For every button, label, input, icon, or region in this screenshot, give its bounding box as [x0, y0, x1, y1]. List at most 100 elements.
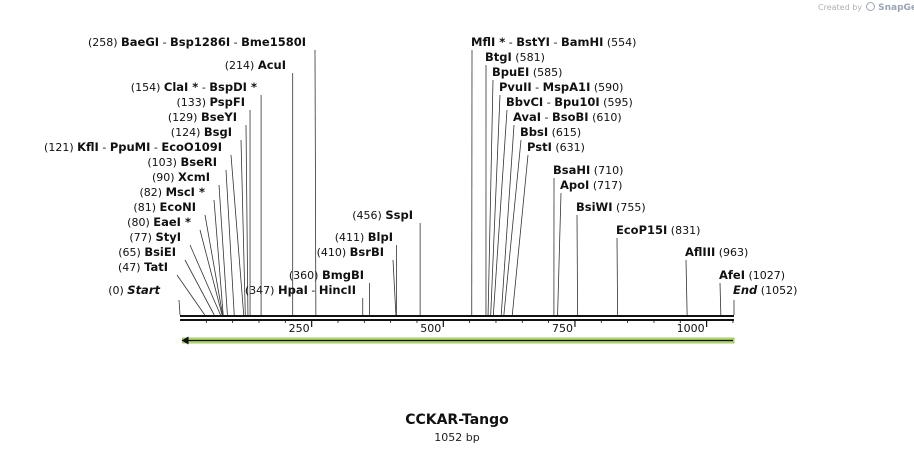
site-position: (631) — [555, 141, 585, 154]
enzyme-label: (47) TatI — [118, 260, 168, 274]
site-position: (554) — [607, 36, 637, 49]
enzyme-name: MscI — [166, 185, 195, 199]
enzyme-name: BbvCI — [506, 95, 543, 109]
site-position: (133) — [176, 96, 206, 109]
enzyme-label: (456) SspI — [352, 208, 413, 222]
enzyme-name: EcoP15I — [616, 223, 667, 237]
site-position: (610) — [592, 111, 622, 124]
site-connector — [685, 259, 688, 316]
enzyme-name: Bpu10I — [554, 95, 599, 109]
enzyme-label: (410) BsrBI — [317, 245, 384, 259]
enzyme-name: BlpI — [368, 230, 393, 244]
site-position: (80) — [127, 216, 150, 229]
site-position: (90) — [152, 171, 175, 184]
site-position: (82) — [139, 186, 162, 199]
site-position: (124) — [171, 126, 201, 139]
enzyme-label: AfeI (1027) — [719, 268, 785, 282]
enzyme-label: PstI (631) — [527, 140, 585, 154]
site-position: (1052) — [761, 284, 798, 297]
site-connector — [492, 109, 508, 316]
site-position: (121) — [44, 141, 74, 154]
site-position: (755) — [616, 201, 646, 214]
enzyme-name: MspA1I — [543, 80, 591, 94]
site-position: (590) — [594, 81, 624, 94]
enzyme-name: BsrBI — [350, 245, 384, 259]
enzyme-name: BsgI — [204, 125, 232, 139]
enzyme-name: PpuMI — [110, 140, 151, 154]
site-position: (0) — [108, 284, 124, 297]
site-connector — [189, 244, 221, 316]
site-connector — [245, 124, 249, 316]
enzyme-name: BbsI — [520, 125, 548, 139]
site-connector — [719, 282, 722, 316]
enzyme-name: BsiEI — [144, 245, 176, 259]
site-connector — [176, 274, 206, 316]
site-connector — [576, 214, 578, 316]
enzyme-name: KflI — [77, 140, 99, 154]
site-connector — [557, 192, 562, 316]
sequence-title: CCKAR-Tango — [405, 412, 509, 428]
site-position: (581) — [515, 51, 545, 64]
enzyme-name: PstI — [527, 140, 552, 154]
enzyme-name: HpaI — [278, 283, 308, 297]
enzyme-name: AvaI — [513, 110, 541, 124]
enzyme-label: (80) EaeI * — [127, 215, 191, 229]
enzyme-label: (77) StyI — [129, 230, 181, 244]
enzyme-name: MflI — [471, 35, 495, 49]
enzyme-label: (103) BseRI — [147, 155, 217, 169]
snapgene-watermark: Created by SnapGene — [818, 2, 914, 13]
enzyme-label: (65) BsiEI — [118, 245, 176, 259]
feature-arrow-head — [181, 336, 189, 345]
enzyme-label: BbsI (615) — [520, 125, 581, 139]
enzyme-name: BtgI — [485, 50, 512, 64]
end-marker: Start — [127, 283, 160, 297]
enzyme-label: BbvCI - Bpu10I (595) — [506, 95, 633, 109]
enzyme-label: End (1052) — [733, 283, 797, 297]
site-position: (77) — [129, 231, 152, 244]
site-position: (81) — [133, 201, 156, 214]
tick-label: 250 — [289, 322, 310, 335]
enzyme-name: BsiWI — [576, 200, 613, 214]
enzyme-label: AvaI - BsoBI (610) — [513, 110, 622, 124]
enzyme-label: (347) HpaI - HincII — [245, 283, 356, 297]
enzyme-name: BmgBI — [322, 268, 364, 282]
site-connector — [225, 169, 235, 316]
site-connector — [240, 139, 246, 316]
enzyme-label: (121) KflI - PpuMI - EcoO109I — [44, 140, 222, 154]
enzyme-label: EcoP15I (831) — [616, 223, 700, 237]
enzyme-label: (129) BseYI — [168, 110, 237, 124]
site-connector — [500, 124, 515, 316]
site-position: (1027) — [748, 269, 785, 282]
enzyme-label: (258) BaeGI - Bsp1286I - Bme1580I — [88, 35, 306, 49]
enzyme-name: TatI — [144, 260, 168, 274]
site-position: (595) — [603, 96, 633, 109]
site-connector — [178, 299, 181, 316]
site-position: (585) — [533, 66, 563, 79]
watermark-brand: SnapGene — [878, 3, 914, 13]
enzyme-name: StyI — [155, 230, 181, 244]
enzyme-name: BseYI — [201, 110, 237, 124]
tick-label: 1000 — [677, 322, 705, 335]
enzyme-label: BsaHI (710) — [553, 163, 623, 177]
enzyme-name: AfeI — [719, 268, 745, 282]
enzyme-name: Bme1580I — [241, 35, 306, 49]
site-position: (410) — [317, 246, 347, 259]
site-connector — [487, 79, 494, 316]
site-position: (456) — [352, 209, 382, 222]
snapgene-logo-icon — [865, 2, 875, 11]
site-position: (615) — [552, 126, 582, 139]
site-position: (717) — [593, 179, 623, 192]
enzyme-name: EcoO109I — [161, 140, 222, 154]
enzyme-name: EaeI — [153, 215, 181, 229]
site-connector — [392, 259, 397, 316]
site-position: (47) — [118, 261, 141, 274]
enzyme-label: (82) MscI * — [139, 185, 205, 199]
enzyme-name: BaeGI — [121, 35, 159, 49]
site-position: (258) — [88, 36, 118, 49]
site-connector — [230, 154, 245, 316]
enzyme-name: PvuII — [499, 80, 532, 94]
enzyme-name: AflIII — [685, 245, 715, 259]
site-position: (103) — [147, 156, 177, 169]
site-connector — [184, 259, 215, 316]
